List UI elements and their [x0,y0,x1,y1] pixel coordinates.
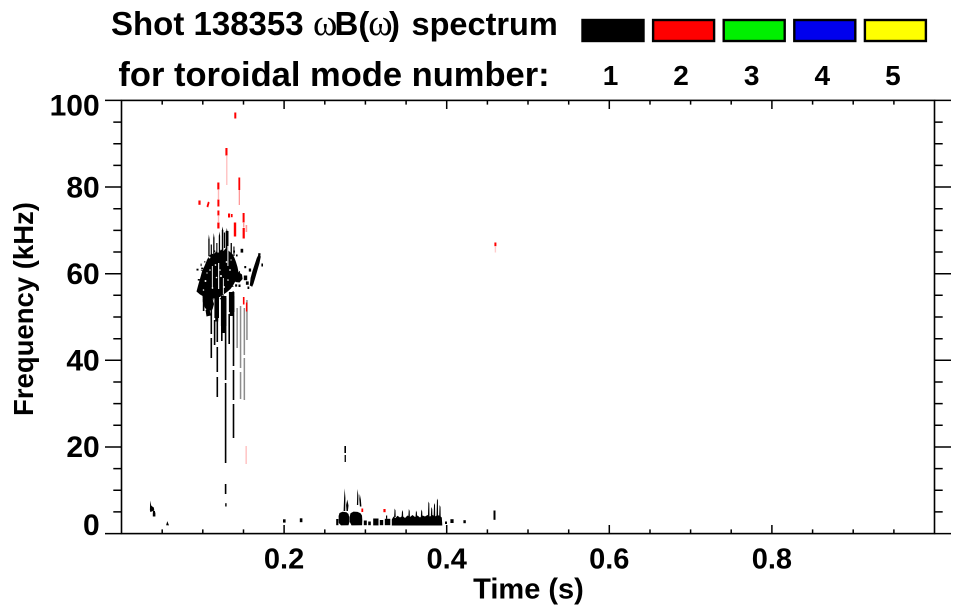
svg-text:0.6: 0.6 [589,544,629,576]
svg-text:for toroidal mode number:: for toroidal mode number: [118,56,549,94]
svg-text:40: 40 [66,345,99,378]
svg-text:0: 0 [83,509,100,542]
svg-text:Time (s): Time (s) [473,573,584,605]
svg-text:0.2: 0.2 [264,544,304,576]
svg-text:ω: ω [368,3,392,44]
svg-text:0.8: 0.8 [752,544,792,576]
svg-text:2: 2 [673,60,689,91]
svg-text:3: 3 [744,60,760,91]
svg-text:spectrum: spectrum [412,6,558,42]
svg-text:100: 100 [50,89,100,122]
svg-text:): ) [389,5,400,42]
svg-text:20: 20 [66,431,99,464]
svg-text:80: 80 [66,171,99,204]
svg-text:4: 4 [815,60,831,91]
svg-text:Shot 138353: Shot 138353 [111,5,304,42]
svg-text:60: 60 [66,258,99,291]
svg-text:5: 5 [885,60,901,91]
svg-text:0.4: 0.4 [427,544,467,576]
svg-text:Frequency (kHz): Frequency (kHz) [8,202,39,416]
svg-text:1: 1 [603,60,619,91]
svg-text:ω: ω [313,3,337,44]
svg-text:B(: B( [335,5,370,42]
